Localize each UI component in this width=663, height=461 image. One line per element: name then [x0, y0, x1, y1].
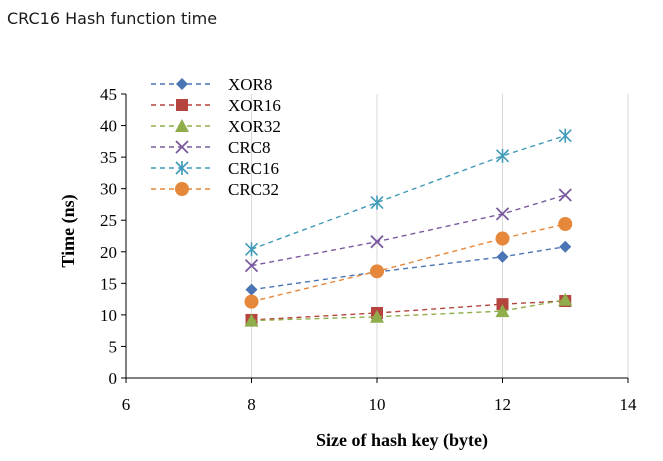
series-xor16 — [245, 295, 572, 326]
data-point — [495, 231, 510, 246]
data-point — [244, 313, 259, 327]
page-title: CRC16 Hash function time — [7, 9, 218, 28]
y-tick-label: 0 — [109, 369, 118, 388]
data-point — [558, 188, 572, 202]
y-tick-label: 20 — [100, 243, 117, 262]
legend-marker — [175, 119, 189, 132]
legend-item-xor8: XOR8 — [151, 75, 272, 94]
data-point — [244, 294, 259, 309]
series-crc16 — [244, 128, 572, 257]
series-line — [251, 299, 566, 322]
data-point — [370, 309, 384, 323]
y-tick-label: 5 — [109, 337, 118, 356]
legend-item-crc32: CRC32 — [151, 180, 279, 199]
x-tick-label: 10 — [369, 395, 386, 414]
x-axis-title: Size of hash key (byte) — [316, 430, 488, 451]
data-point — [244, 242, 259, 257]
legend-label: XOR8 — [228, 75, 272, 94]
data-point — [370, 264, 384, 279]
legend-label: CRC32 — [228, 180, 279, 199]
grid-lines — [251, 94, 629, 378]
legend-item-xor16: XOR16 — [151, 96, 281, 115]
data-point — [244, 259, 259, 273]
data-point — [558, 292, 573, 306]
series-line — [251, 223, 566, 303]
legend-label: CRC16 — [228, 159, 279, 178]
series-xor8 — [245, 240, 572, 296]
data-point — [495, 148, 510, 163]
y-axis-title: Time (ns) — [58, 194, 79, 267]
y-tick-label: 30 — [100, 180, 117, 199]
legend-label: XOR16 — [228, 96, 281, 115]
series-line — [251, 134, 566, 250]
y-tick-label: 35 — [100, 148, 117, 167]
y-tick-label: 25 — [100, 211, 117, 230]
data-point — [496, 250, 509, 263]
data-point — [558, 128, 572, 143]
legend-marker — [176, 78, 188, 90]
data-point — [370, 195, 384, 210]
x-tick-label: 14 — [620, 395, 638, 414]
data-point — [495, 304, 510, 318]
series-layer — [244, 128, 573, 327]
series-line — [251, 194, 566, 267]
data-point — [370, 235, 384, 249]
series-crc32 — [244, 217, 573, 309]
x-tick-label: 8 — [247, 395, 256, 414]
data-point — [245, 283, 258, 296]
data-point — [495, 207, 510, 221]
series-crc8 — [244, 188, 572, 273]
data-point — [559, 240, 572, 253]
legend-item-xor32: XOR32 — [151, 117, 281, 136]
legend-marker — [175, 182, 189, 196]
y-tick-label: 40 — [100, 117, 117, 136]
legend-marker — [175, 161, 189, 175]
y-tick-label: 10 — [100, 306, 117, 325]
legend-item-crc8: CRC8 — [151, 138, 271, 157]
axes: 0 5 10 15 20 25 30 35 40 45 6 8 10 12 14 — [100, 85, 637, 414]
legend-marker — [176, 99, 188, 111]
legend-item-crc16: CRC16 — [151, 159, 279, 178]
x-tick-label: 12 — [494, 395, 511, 414]
y-tick-label: 15 — [100, 274, 117, 293]
legend-marker — [175, 140, 189, 154]
y-tick-label: 45 — [100, 85, 117, 104]
data-point — [558, 217, 573, 232]
series-xor32 — [244, 292, 573, 327]
series-line — [251, 246, 566, 291]
legend-label: XOR32 — [228, 117, 281, 136]
series-line — [251, 300, 566, 321]
legend-label: CRC8 — [228, 138, 271, 157]
legend: XOR8 XOR16 XOR32 CRC8 CRC16 CRC32 — [151, 75, 281, 199]
x-tick-label: 6 — [122, 395, 131, 414]
